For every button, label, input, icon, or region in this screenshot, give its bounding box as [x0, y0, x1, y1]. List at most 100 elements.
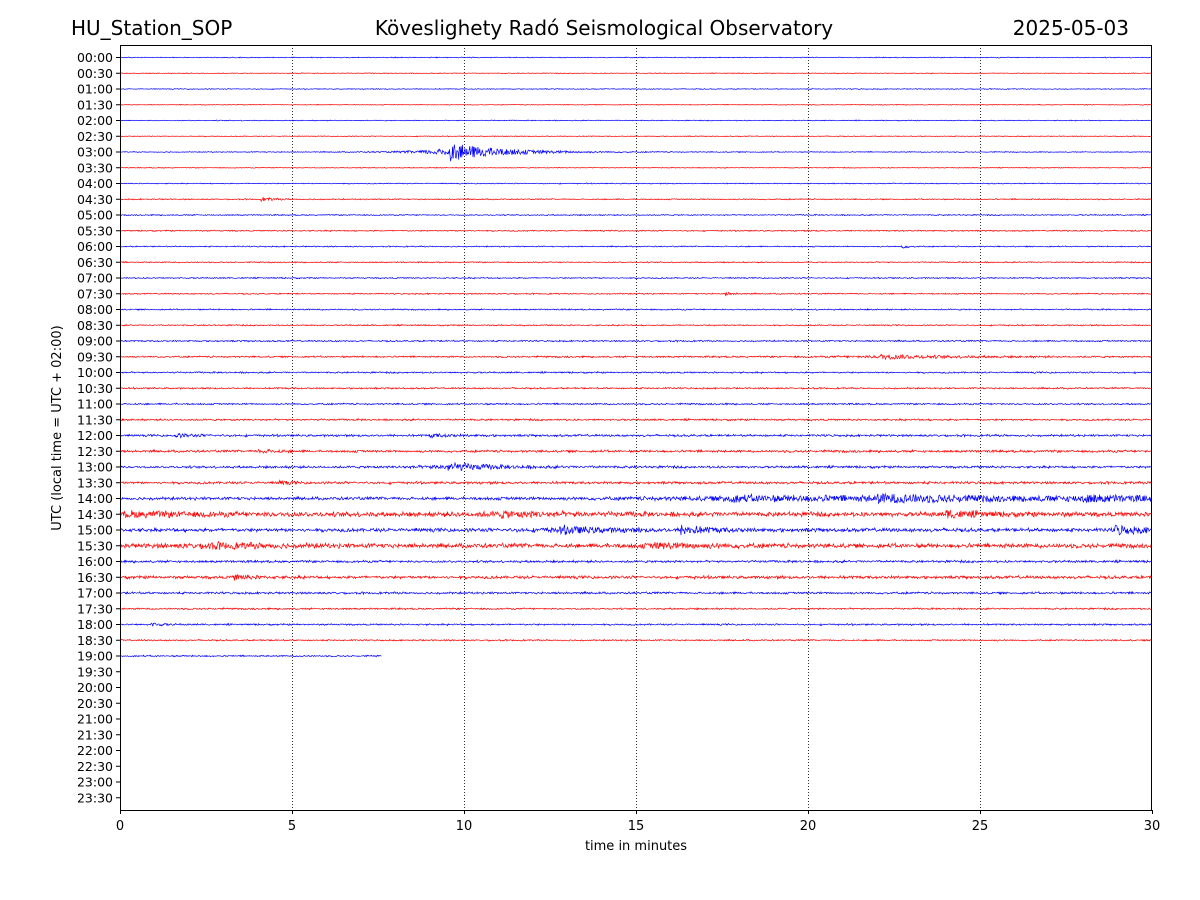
x-tick-label-5: 25 [972, 819, 989, 834]
trace-row-1430 [119, 509, 1152, 520]
seismic-traces [119, 56, 1152, 658]
trace-row-1000 [119, 370, 1152, 375]
y-tick-label-0: 00:00 [77, 50, 113, 65]
trace-row-0630 [119, 260, 1152, 264]
y-tick-label-30: 15:00 [77, 523, 113, 538]
y-tick-label-19: 09:30 [77, 349, 113, 364]
y-tick-label-34: 17:00 [77, 586, 113, 601]
y-tick-label-22: 11:00 [77, 397, 113, 412]
y-tick-label-44: 22:00 [77, 743, 113, 758]
trace-row-0100 [119, 88, 1152, 91]
trace-row-0700 [119, 276, 1152, 280]
y-tick-label-39: 19:30 [77, 664, 113, 679]
y-tick-label-43: 21:30 [77, 727, 113, 742]
trace-row-0230 [119, 135, 1152, 138]
y-tick-label-16: 08:00 [77, 302, 113, 317]
y-tick-label-1: 00:30 [77, 66, 113, 81]
y-tick-label-41: 20:30 [77, 696, 113, 711]
y-tick-label-35: 17:30 [77, 601, 113, 616]
chart-title-date: 2025-05-03 [1013, 16, 1129, 40]
y-tick-label-47: 23:30 [77, 790, 113, 805]
trace-row-0600 [119, 245, 1152, 249]
y-tick-label-13: 06:30 [77, 255, 113, 270]
trace-row-0800 [119, 308, 1152, 311]
y-tick-label-17: 08:30 [77, 318, 113, 333]
y-tick-label-8: 04:00 [77, 176, 113, 191]
trace-row-0130 [119, 103, 1152, 106]
trace-row-1900 [119, 654, 382, 658]
y-tick-label-11: 05:30 [77, 223, 113, 238]
trace-row-1600 [119, 558, 1152, 564]
y-tick-label-29: 14:30 [77, 507, 113, 522]
plot-frame [120, 45, 1152, 811]
trace-row-0430 [119, 196, 1152, 203]
trace-row-0930 [119, 353, 1152, 361]
trace-row-1530 [119, 540, 1152, 551]
trace-row-1800 [119, 622, 1152, 627]
trace-row-1130 [119, 417, 1152, 422]
trace-row-1300 [119, 461, 1152, 472]
trace-row-0330 [119, 166, 1152, 169]
x-axis-ticks: 0 5 10 15 20 25 30 [116, 810, 1160, 834]
trace-row-0900 [119, 339, 1152, 343]
y-tick-label-2: 01:00 [77, 82, 113, 97]
trace-row-0830 [119, 323, 1152, 327]
y-tick-label-20: 10:00 [77, 365, 113, 380]
y-tick-label-18: 09:00 [77, 334, 113, 349]
y-tick-label-32: 16:00 [77, 554, 113, 569]
y-tick-label-5: 02:30 [77, 129, 113, 144]
trace-row-1500 [119, 524, 1152, 536]
y-tick-label-37: 18:30 [77, 633, 113, 648]
trace-row-1700 [119, 590, 1152, 596]
trace-row-1730 [119, 606, 1152, 611]
y-tick-label-9: 04:30 [77, 192, 113, 207]
y-tick-label-46: 23:00 [77, 775, 113, 790]
y-tick-label-15: 07:30 [77, 286, 113, 301]
y-tick-label-28: 14:00 [77, 491, 113, 506]
chart-title-observatory: Köveslighety Radó Seismological Observat… [375, 16, 833, 40]
trace-row-0200 [119, 119, 1152, 122]
y-tick-label-31: 15:30 [77, 538, 113, 553]
y-tick-label-33: 16:30 [77, 570, 113, 585]
x-axis-label: time in minutes [585, 839, 687, 854]
x-tick-label-4: 20 [800, 819, 817, 834]
y-tick-label-40: 20:00 [77, 680, 113, 695]
chart-title-station: HU_Station_SOP [71, 16, 232, 40]
trace-row-0530 [119, 229, 1152, 233]
trace-row-1200 [119, 432, 1152, 439]
x-tick-label-6: 30 [1144, 819, 1161, 834]
y-tick-label-25: 12:30 [77, 444, 113, 459]
y-tick-label-12: 06:00 [77, 239, 113, 254]
trace-row-0300 [119, 144, 1152, 162]
trace-row-1030 [119, 386, 1152, 391]
x-tick-label-3: 15 [628, 819, 645, 834]
y-tick-label-21: 10:30 [77, 381, 113, 396]
y-tick-label-10: 05:00 [77, 208, 113, 223]
trace-row-1830 [119, 638, 1152, 642]
y-axis-ticks: 00:0000:3001:0001:3002:0002:3003:0003:30… [77, 50, 120, 805]
y-tick-label-3: 01:30 [77, 97, 113, 112]
y-tick-label-26: 13:00 [77, 460, 113, 475]
trace-row-0000 [119, 56, 1152, 59]
y-tick-label-6: 03:00 [77, 145, 113, 160]
y-tick-label-42: 21:00 [77, 712, 113, 727]
trace-row-0730 [119, 291, 1152, 297]
trace-row-0030 [119, 72, 1152, 75]
y-tick-label-45: 22:30 [77, 759, 113, 774]
trace-row-1100 [119, 402, 1152, 406]
trace-row-0500 [119, 213, 1152, 217]
x-tick-label-0: 0 [116, 819, 124, 834]
trace-row-1330 [119, 479, 1152, 486]
trace-row-1230 [119, 448, 1152, 454]
y-tick-label-38: 19:00 [77, 649, 113, 664]
vertical-gridlines [292, 45, 981, 810]
y-tick-label-24: 12:00 [77, 428, 113, 443]
y-tick-label-14: 07:00 [77, 271, 113, 286]
y-tick-label-27: 13:30 [77, 475, 113, 490]
x-tick-label-1: 5 [288, 819, 296, 834]
trace-row-1400 [119, 492, 1152, 505]
x-tick-label-2: 10 [456, 819, 473, 834]
y-tick-label-4: 02:00 [77, 113, 113, 128]
y-tick-label-36: 18:00 [77, 617, 113, 632]
